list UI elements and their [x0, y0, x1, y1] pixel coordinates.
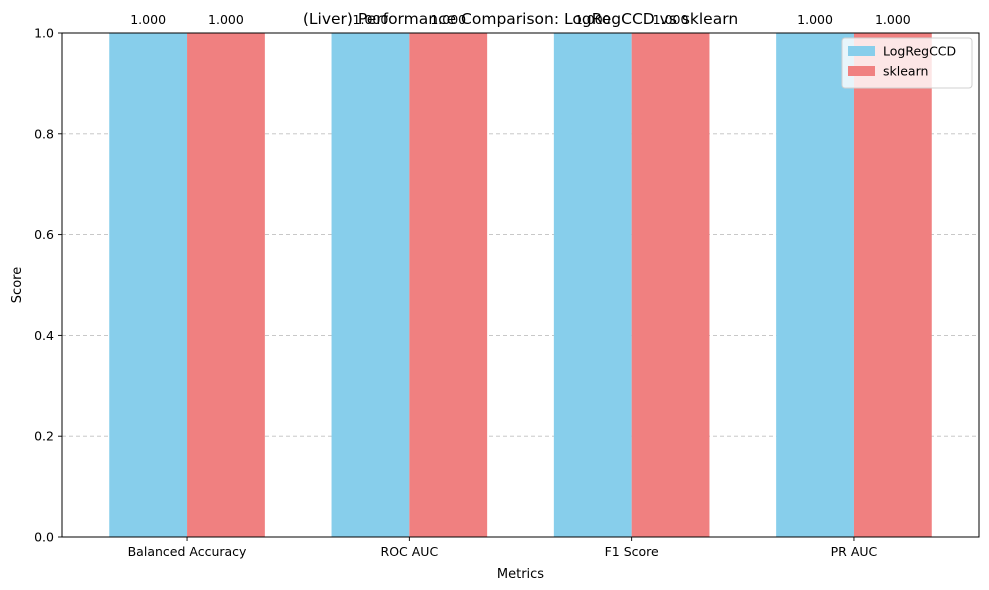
- bar-value-labels: 1.000 1.000 1.000 1.000 1.000 1.000 1.000 1.000: [130, 12, 911, 27]
- legend-label: sklearn: [883, 64, 928, 79]
- legend: LogRegCCD sklearn: [841, 37, 973, 89]
- y-tick-label: 1.0: [34, 26, 54, 41]
- x-tick-label: ROC AUC: [381, 544, 439, 559]
- y-tick-label: 0.8: [34, 126, 54, 141]
- y-axis: 0.0 0.2 0.4 0.6 0.8 1.0: [34, 26, 62, 545]
- bar-value-label: 1.000: [353, 12, 389, 27]
- legend-swatch: [848, 46, 875, 56]
- bar-value-label: 1.000: [875, 12, 911, 27]
- bar: [553, 33, 632, 537]
- bar: [776, 33, 854, 537]
- bar-value-label: 1.000: [208, 12, 244, 27]
- bars: [109, 33, 932, 537]
- y-tick-label: 0.4: [34, 328, 54, 343]
- chart-title: (Liver) Performance Comparison: LogRegCC…: [303, 10, 738, 28]
- x-axis-label: Metrics: [497, 567, 544, 582]
- legend-label: LogRegCCD: [883, 44, 956, 59]
- y-tick-label: 0.6: [34, 227, 54, 242]
- y-tick-label: 0.0: [34, 530, 54, 545]
- plot-frame: [61, 32, 980, 538]
- bar-value-label: 1.000: [130, 12, 166, 27]
- x-tick-label: Balanced Accuracy: [128, 544, 247, 559]
- x-tick-label: PR AUC: [831, 544, 878, 559]
- bar-value-label: 1.000: [575, 12, 611, 27]
- bar-value-label: 1.000: [797, 12, 833, 27]
- y-tick-label: 0.2: [34, 429, 54, 444]
- bar: [187, 33, 265, 537]
- bar: [853, 33, 932, 537]
- bar-value-label: 1.000: [653, 12, 689, 27]
- bar: [331, 33, 410, 537]
- y-axis-label: Score: [10, 267, 25, 303]
- bar: [409, 33, 488, 537]
- legend-swatch: [848, 66, 875, 76]
- bar-value-label: 1.000: [430, 12, 466, 27]
- x-tick-label: F1 Score: [605, 544, 659, 559]
- bar: [109, 33, 188, 537]
- x-axis: Balanced Accuracy ROC AUC F1 Score PR AUC: [128, 537, 878, 559]
- bar: [631, 33, 710, 537]
